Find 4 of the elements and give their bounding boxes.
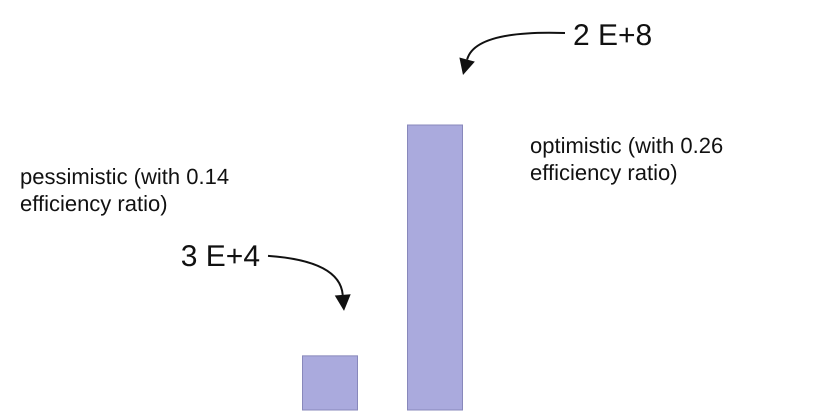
text: optimistic (with 0.26 efficiency ratio) <box>530 133 724 185</box>
text: 3 E+4 <box>180 240 260 273</box>
text: 2 E+8 <box>573 19 652 52</box>
text: pessimistic (with 0.14 efficiency ratio) <box>20 164 230 216</box>
